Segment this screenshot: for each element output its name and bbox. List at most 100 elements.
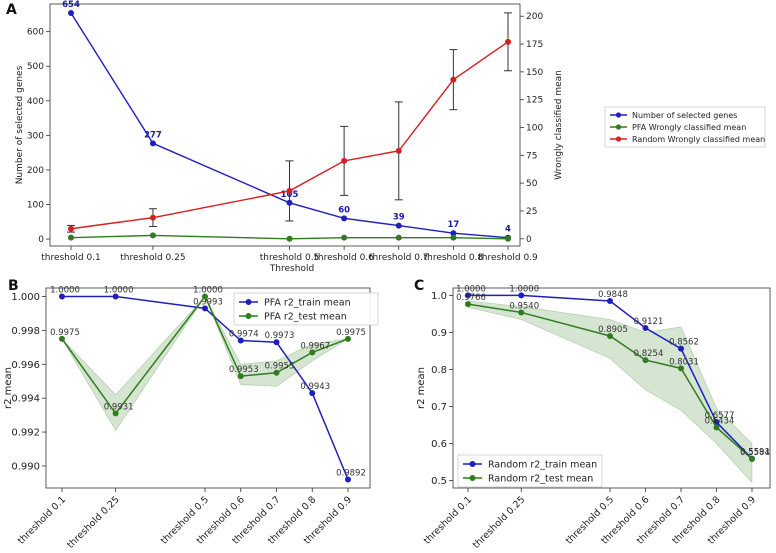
data-point [642, 324, 649, 331]
x-tick-label: threshold 0.1 [422, 494, 474, 546]
data-point [309, 390, 316, 397]
x-tick-label: threshold 0.25 [120, 253, 185, 263]
data-label: 1.0000 [50, 285, 80, 295]
data-point [678, 365, 684, 372]
data-label: 1.0000 [509, 284, 539, 294]
data-label: 0.8905 [598, 325, 628, 335]
x-tick-label: threshold 0.25 [65, 494, 122, 551]
data-label: 0.6434 [705, 416, 735, 426]
data-point [345, 335, 351, 342]
y-axis-label: r2 mean [416, 367, 427, 409]
data-point [607, 298, 613, 305]
data-point [713, 424, 720, 431]
data-point [465, 292, 471, 299]
data-point [59, 335, 65, 342]
y-tick-label: 400 [27, 97, 44, 107]
data-label: 0.9967 [300, 341, 330, 351]
data-label: 0.5584 [740, 448, 770, 458]
y-tick-label: 0.7 [431, 402, 447, 413]
data-point [341, 157, 348, 164]
data-point [518, 309, 525, 316]
data-label: 654 [62, 0, 80, 10]
y-tick-label: 0.996 [11, 360, 40, 371]
data-label: 0.9540 [509, 301, 539, 311]
data-point [59, 293, 65, 300]
data-label: 0.8254 [634, 349, 664, 359]
data-point [518, 292, 525, 299]
legend-marker [245, 299, 252, 305]
y-tick-label: 300 [27, 131, 44, 141]
y-tick-label: 0.994 [11, 394, 40, 405]
data-point [450, 234, 457, 241]
data-point [149, 140, 156, 147]
data-point [505, 38, 511, 45]
x-tick-label: threshold 0.8 [424, 253, 484, 263]
data-label: 0.9974 [229, 330, 259, 340]
data-label: 0.8031 [669, 357, 699, 367]
y-tick-label: 200 [27, 166, 44, 176]
data-label: 0.9931 [104, 402, 134, 412]
data-point [749, 455, 755, 462]
data-label: 39 [393, 213, 405, 223]
panel-label-b: B [8, 278, 19, 294]
data-point [642, 357, 649, 364]
panel-label-c: C [414, 278, 424, 294]
y-axis-label-right: Wrongly classified mean [554, 70, 564, 180]
data-label: 277 [144, 130, 162, 140]
axes-frame-c [452, 287, 771, 489]
legend-box-a [604, 106, 766, 148]
data-label: 0.9121 [634, 317, 664, 327]
legend-marker [615, 124, 622, 130]
data-point [341, 215, 348, 222]
y-tick-label: 100 [27, 201, 44, 211]
data-label: 0.9766 [456, 293, 486, 303]
legend-label: PFA r2_test mean [264, 312, 347, 323]
legend-label: PFA Wrongly classified mean [632, 123, 746, 132]
data-label: 4 [505, 225, 511, 235]
data-label: 0.9973 [265, 331, 295, 341]
data-label: 0.5591 [740, 448, 770, 458]
panel-label-a: A [6, 2, 17, 18]
data-point [450, 230, 457, 237]
legend-label: Random r2_train mean [488, 460, 597, 471]
y-right-tick-label: 75 [526, 151, 537, 161]
y-tick-label: 600 [27, 28, 44, 38]
data-point [309, 349, 316, 356]
data-label: 17 [447, 220, 459, 230]
legend-marker [615, 136, 622, 142]
y-right-tick-label: 200 [526, 12, 543, 22]
data-point [465, 301, 471, 308]
data-point [395, 234, 402, 241]
data-label: 0.6577 [705, 411, 735, 421]
x-tick-label: threshold 0.6 [314, 253, 374, 263]
data-point [68, 9, 74, 16]
data-point [286, 187, 293, 194]
y-tick-label: 0.6 [431, 439, 447, 450]
y-tick-label: 0.8 [431, 365, 447, 376]
legend-marker [615, 112, 622, 118]
data-point [112, 293, 119, 300]
data-label: 0.9953 [229, 365, 259, 375]
data-label: 0.9943 [300, 382, 330, 392]
y-tick-label: 0.998 [11, 326, 40, 337]
data-point [341, 234, 348, 241]
data-point [202, 293, 208, 300]
data-label: 0.9975 [336, 328, 366, 338]
y-tick-label: 1.0 [431, 291, 447, 302]
data-point [678, 345, 684, 352]
legend-marker [469, 461, 476, 467]
data-point [395, 222, 402, 229]
legend-label: Random r2_test mean [488, 474, 593, 485]
legend-label: Random Wrongly classified mean [632, 135, 765, 144]
data-label: 1.0000 [104, 285, 134, 295]
y-tick-label: 0.5 [431, 476, 447, 487]
legend-label: Number of selected genes [632, 111, 737, 120]
y-right-tick-label: 175 [526, 40, 543, 50]
y-tick-label: 500 [27, 62, 44, 72]
y-tick-label: 0.992 [11, 428, 40, 439]
data-label: 0.9975 [50, 328, 80, 338]
data-label: 0.8562 [669, 338, 699, 348]
data-point [395, 147, 402, 154]
x-tick-label: threshold 0.25 [471, 494, 528, 551]
